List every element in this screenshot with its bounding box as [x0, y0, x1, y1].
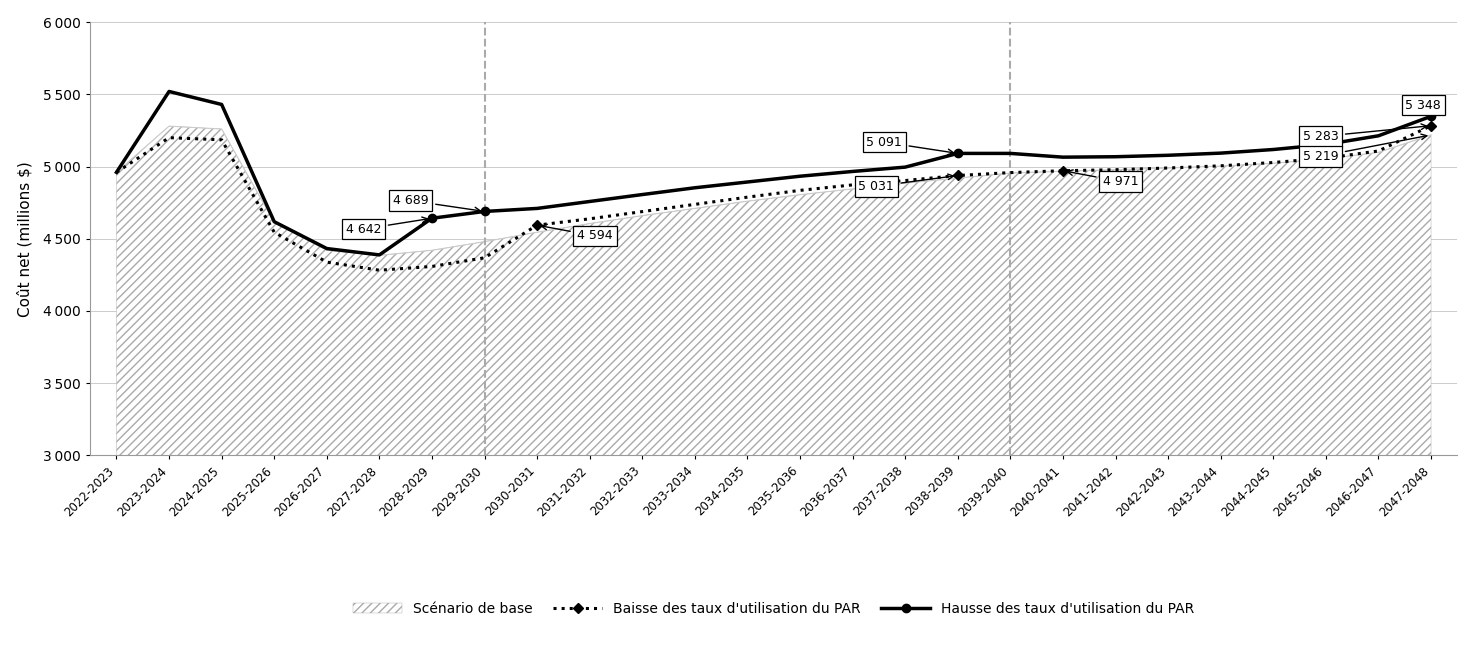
Text: 5 348: 5 348 — [1405, 99, 1442, 116]
Text: 4 689: 4 689 — [394, 194, 481, 213]
Text: 5 031: 5 031 — [858, 174, 954, 193]
Text: 5 219: 5 219 — [1303, 134, 1427, 163]
Text: 4 642: 4 642 — [346, 217, 427, 236]
Y-axis label: Coût net (millions $): Coût net (millions $) — [16, 161, 32, 317]
Text: 4 971: 4 971 — [1067, 170, 1138, 188]
Text: 5 283: 5 283 — [1303, 124, 1427, 143]
Legend: Scénario de base, Baisse des taux d'utilisation du PAR, Hausse des taux d'utilis: Scénario de base, Baisse des taux d'util… — [348, 597, 1200, 622]
Text: 5 091: 5 091 — [867, 136, 954, 155]
Text: 4 594: 4 594 — [541, 224, 613, 243]
